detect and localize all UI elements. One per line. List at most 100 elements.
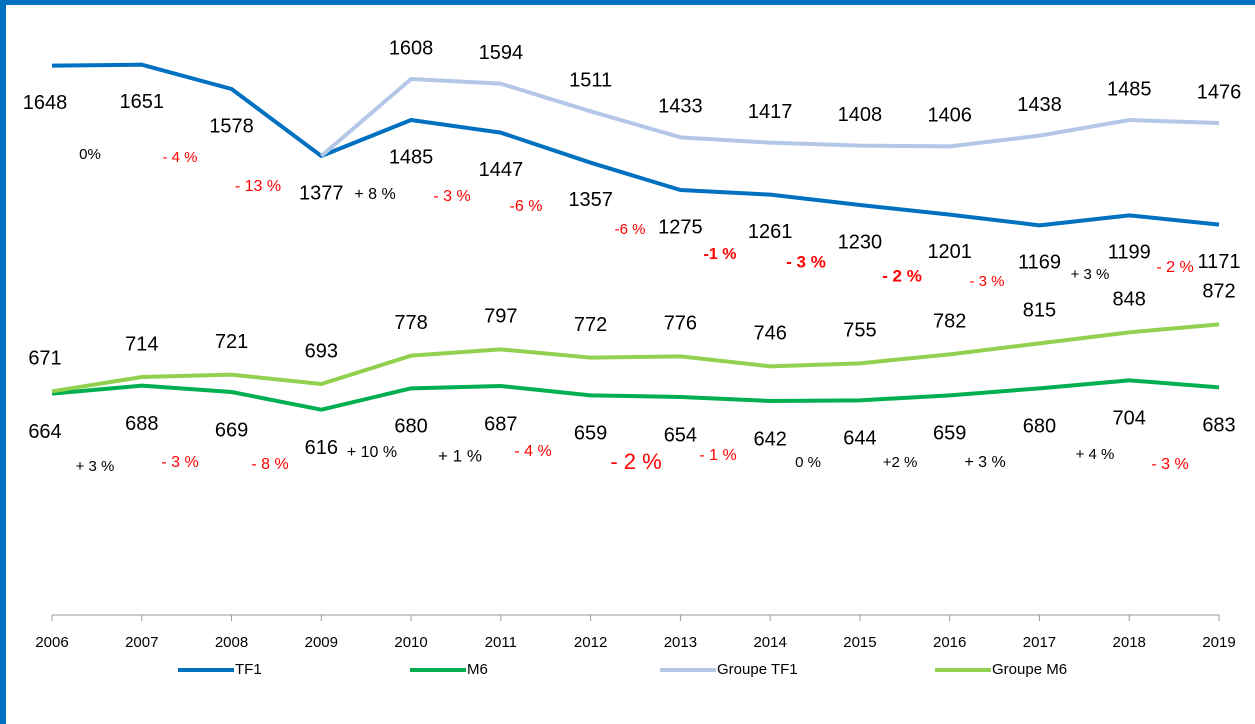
- annotation: +2 %: [883, 454, 918, 471]
- x-tick-label: 2010: [394, 634, 427, 651]
- data-label: 1485: [389, 146, 434, 168]
- data-label: 687: [484, 413, 517, 435]
- legend-label: Groupe TF1: [717, 661, 798, 678]
- data-label: 1261: [748, 221, 793, 243]
- annotation: + 1 %: [438, 446, 482, 465]
- data-label: 644: [843, 428, 876, 450]
- annotation: - 8 %: [251, 456, 288, 473]
- annotation: + 8 %: [354, 186, 395, 203]
- annotation: 0%: [79, 146, 101, 163]
- data-label: 1201: [927, 241, 972, 263]
- annotation: + 10 %: [347, 444, 397, 461]
- x-tick-label: 2018: [1113, 634, 1146, 651]
- data-label: 1275: [658, 216, 703, 238]
- data-label: 680: [394, 416, 427, 438]
- data-label: 721: [215, 331, 248, 353]
- x-tick-label: 2011: [485, 634, 517, 651]
- legend-label: M6: [467, 661, 488, 678]
- data-label: 704: [1113, 408, 1146, 430]
- data-label: 755: [843, 320, 876, 342]
- data-label: 1485: [1107, 78, 1152, 100]
- series-line: [51, 378, 1220, 412]
- annotation: - 3 %: [161, 454, 198, 471]
- annotation: - 3 %: [433, 188, 470, 205]
- data-label: 776: [664, 313, 697, 335]
- annotation: - 4 %: [514, 443, 551, 460]
- data-label: 1438: [1017, 94, 1062, 116]
- annotation: 0 %: [795, 454, 821, 471]
- data-label: 1357: [568, 189, 613, 211]
- data-label: 659: [933, 423, 966, 445]
- annotation: - 13 %: [235, 178, 281, 195]
- x-tick-label: 2014: [753, 634, 786, 651]
- annotation: -6 %: [615, 221, 646, 238]
- x-tick-label: 2016: [933, 634, 966, 651]
- data-label: 746: [753, 323, 786, 345]
- data-label: 1594: [479, 42, 524, 64]
- data-label: 1171: [1197, 251, 1240, 273]
- series-line: [51, 62, 1220, 228]
- x-tick-label: 2015: [843, 634, 876, 651]
- annotation: - 2 %: [610, 449, 661, 474]
- data-label: 815: [1023, 300, 1056, 322]
- data-label: 772: [574, 314, 607, 336]
- x-tick-label: 2019: [1202, 634, 1235, 651]
- data-label: 872: [1202, 281, 1235, 303]
- data-label: 654: [664, 424, 697, 446]
- frame-left: [0, 0, 6, 724]
- frame-top: [0, 0, 1255, 5]
- annotation: -6 %: [510, 198, 543, 215]
- annotation: - 1 %: [699, 447, 736, 464]
- data-label: 1578: [209, 115, 254, 137]
- x-tick-label: 2012: [574, 634, 607, 651]
- data-label: 782: [933, 311, 966, 333]
- data-label: 642: [753, 428, 786, 450]
- data-label: 664: [28, 421, 61, 443]
- data-label: 659: [574, 423, 607, 445]
- data-label: 1199: [1108, 242, 1151, 264]
- data-label: 1608: [389, 37, 434, 59]
- data-label: 1417: [748, 101, 793, 123]
- annotation: + 4 %: [1076, 446, 1115, 463]
- data-label: 616: [305, 437, 338, 459]
- series-line: [320, 77, 1220, 158]
- data-label: 1406: [927, 105, 972, 127]
- data-label: 1377: [299, 182, 344, 204]
- annotation: - 2 %: [1156, 259, 1193, 276]
- annotation: - 3 %: [1151, 456, 1188, 473]
- series-line: [51, 322, 1220, 394]
- data-label: 688: [125, 413, 158, 435]
- data-label: 714: [125, 333, 158, 355]
- legend-label: Groupe M6: [992, 661, 1067, 678]
- data-label: 693: [305, 340, 338, 362]
- annotation: - 2 %: [882, 266, 922, 285]
- x-tick-label: 2006: [35, 634, 68, 651]
- annotation: + 3 %: [964, 454, 1005, 471]
- data-label: 1408: [838, 104, 883, 126]
- x-tick-label: 2017: [1023, 634, 1056, 651]
- data-label: 1169: [1018, 252, 1061, 274]
- x-tick-label: 2013: [664, 634, 697, 651]
- data-label: 1476: [1197, 81, 1242, 103]
- data-label: 1230: [838, 231, 883, 253]
- data-label: 1651: [120, 91, 165, 113]
- x-tick-label: 2008: [215, 634, 248, 651]
- data-label: 683: [1202, 415, 1235, 437]
- legend-label: TF1: [235, 661, 262, 678]
- data-label: 778: [394, 312, 427, 334]
- data-label: 1447: [479, 159, 524, 181]
- annotation: + 3 %: [76, 458, 115, 475]
- data-label: 1648: [23, 92, 68, 114]
- data-label: 1433: [658, 96, 703, 118]
- annotation: -1 %: [704, 246, 737, 263]
- x-tick-label: 2009: [305, 634, 338, 651]
- data-label: 1511: [569, 70, 612, 92]
- annotation: - 3 %: [786, 252, 826, 271]
- annotation: + 3 %: [1071, 266, 1110, 283]
- annotation: - 4 %: [162, 149, 197, 166]
- x-tick-label: 2007: [125, 634, 158, 651]
- data-label: 680: [1023, 416, 1056, 438]
- annotation: - 3 %: [969, 273, 1004, 290]
- data-label: 848: [1113, 289, 1146, 311]
